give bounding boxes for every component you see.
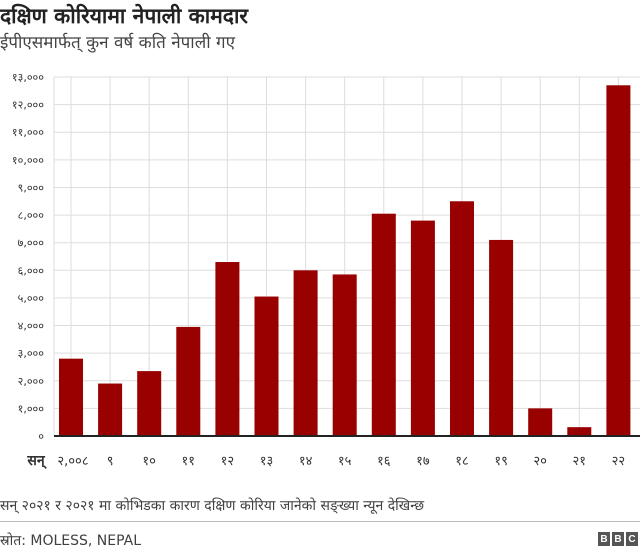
bar	[371, 213, 396, 436]
x-axis-prefix: सन्	[26, 453, 47, 469]
y-tick-label: ११,०००	[12, 126, 44, 139]
y-tick-label: १३,०००	[12, 71, 44, 84]
bar	[176, 326, 201, 436]
y-tick-label: १,०००	[18, 402, 45, 415]
source-text: स्रोत: MOLESS, NEPAL	[0, 533, 142, 549]
y-tick-label: १२,०००	[12, 99, 44, 112]
x-tick-label: १५	[338, 454, 352, 469]
bar	[410, 220, 435, 436]
bar	[606, 85, 631, 437]
bar	[528, 408, 553, 436]
y-tick-label: ०	[38, 430, 44, 443]
chart-note: सन् २०२१ र २०२१ मा कोभिडका कारण दक्षिण क…	[0, 498, 425, 514]
x-tick-label: २२	[612, 454, 626, 469]
x-tick-label: ११	[182, 454, 196, 469]
bar	[254, 296, 279, 436]
x-tick-label: १४	[299, 454, 313, 469]
x-tick-label: २०	[533, 454, 547, 469]
y-tick-label: ९,०००	[18, 181, 45, 194]
y-tick-label: २,०००	[18, 375, 45, 388]
bar-chart: ० १,००० २,००० ३,००० ४,००० ५,००० ६,००० ७,००० ८,००…	[12, 71, 640, 469]
y-tick-label: ६,०००	[18, 264, 45, 277]
y-tick-label: ८,०००	[18, 209, 45, 222]
chart-title: दक्षिण कोरियामा नेपाली कामदार	[0, 4, 248, 28]
y-tick-label: ५,०००	[18, 292, 45, 305]
x-tick-label: १८	[455, 454, 469, 469]
bar	[98, 383, 123, 436]
divider	[0, 521, 640, 522]
y-tick-label: ७,०००	[18, 237, 45, 250]
x-tick-label: २,००८	[57, 454, 88, 469]
x-tick-label: २१	[573, 454, 587, 469]
x-tick-label: ९	[107, 454, 114, 469]
x-tick-label: १७	[416, 454, 430, 469]
x-tick-label: १३	[260, 454, 274, 469]
y-tick-label: ३,०००	[18, 347, 45, 360]
x-tick-label: १९	[494, 454, 508, 469]
y-tick-label: ४,०००	[18, 320, 45, 333]
chart-subtitle: ईपीएसमार्फत् कुन वर्ष कति नेपाली गए	[0, 33, 235, 53]
bar	[59, 358, 83, 436]
x-tick-label: १२	[221, 454, 235, 469]
x-tick-label: १०	[142, 454, 156, 469]
bar	[567, 427, 592, 436]
bar	[450, 201, 474, 436]
bar	[137, 371, 162, 436]
bar	[293, 270, 318, 436]
bar	[215, 262, 240, 436]
bar	[332, 274, 357, 436]
y-tick-label: १०,०००	[12, 154, 44, 167]
bar	[489, 239, 514, 436]
x-tick-label: १६	[377, 454, 391, 469]
